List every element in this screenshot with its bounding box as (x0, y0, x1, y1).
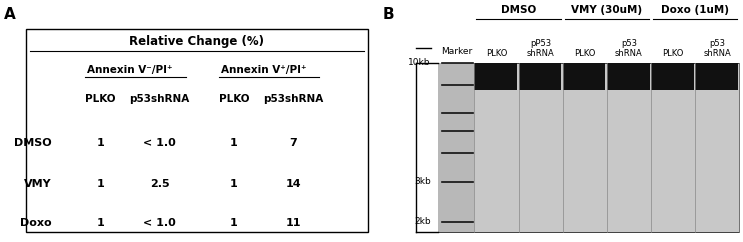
Text: 1: 1 (230, 179, 238, 189)
Text: PLKO: PLKO (85, 94, 116, 104)
Text: Relative Change (%): Relative Change (%) (129, 35, 265, 48)
Text: PLKO: PLKO (486, 49, 507, 58)
Text: < 1.0: < 1.0 (143, 138, 176, 148)
Text: p53shRNA: p53shRNA (129, 94, 190, 104)
Text: 1: 1 (97, 218, 104, 228)
Text: 1: 1 (230, 218, 238, 228)
Text: Annexin V⁻/PI⁺: Annexin V⁻/PI⁺ (87, 65, 173, 75)
Text: 2.5: 2.5 (150, 179, 169, 189)
Text: 1: 1 (97, 179, 104, 189)
Text: 1: 1 (230, 138, 238, 148)
Text: Annexin V⁺/PI⁺: Annexin V⁺/PI⁺ (221, 65, 307, 75)
Bar (438, 63, 475, 232)
Text: 7: 7 (290, 138, 297, 148)
Text: 10kb: 10kb (409, 58, 431, 68)
Bar (562, 63, 606, 90)
Text: PLKO: PLKO (574, 49, 595, 58)
Text: DMSO: DMSO (501, 5, 536, 15)
Text: Marker: Marker (441, 47, 472, 56)
Text: p53shRNA: p53shRNA (263, 94, 324, 104)
Text: 3kb: 3kb (414, 177, 431, 186)
Bar (651, 63, 694, 90)
Text: < 1.0: < 1.0 (143, 218, 176, 228)
Text: Doxo: Doxo (20, 218, 52, 228)
Bar (26, 29, 368, 232)
Text: PLKO: PLKO (663, 49, 684, 58)
Text: B: B (383, 7, 395, 22)
Text: pP53
shRNA: pP53 shRNA (527, 39, 554, 58)
Text: Doxo (1uM): Doxo (1uM) (661, 5, 729, 15)
Bar (695, 63, 738, 90)
Text: 11: 11 (286, 218, 301, 228)
Text: PLKO: PLKO (218, 94, 250, 104)
Text: p53
shRNA: p53 shRNA (615, 39, 643, 58)
Bar (475, 63, 517, 90)
Bar (519, 63, 561, 90)
Text: p53
shRNA: p53 shRNA (704, 39, 731, 58)
Text: DMSO: DMSO (14, 138, 52, 148)
Bar (607, 63, 649, 90)
Text: 1: 1 (97, 138, 104, 148)
Text: VMY (30uM): VMY (30uM) (571, 5, 643, 15)
Text: A: A (4, 7, 16, 22)
Text: 2kb: 2kb (415, 217, 431, 227)
Bar (438, 63, 739, 232)
Text: 14: 14 (285, 179, 302, 189)
Text: VMY: VMY (25, 179, 52, 189)
